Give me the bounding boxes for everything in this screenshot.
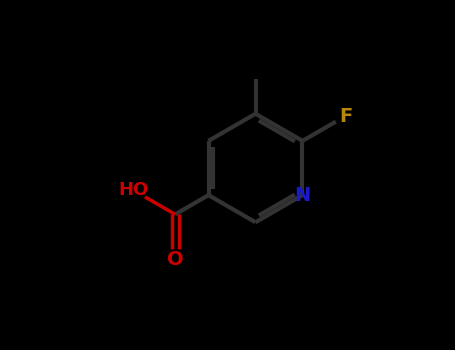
Text: F: F [339,106,352,126]
Text: HO: HO [118,181,148,199]
Text: N: N [294,186,311,205]
Text: O: O [167,250,183,270]
